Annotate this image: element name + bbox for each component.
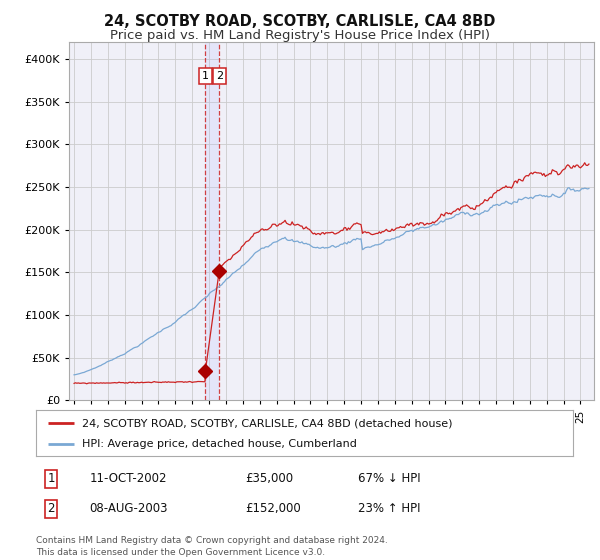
Text: 1: 1 — [202, 71, 209, 81]
Text: Contains HM Land Registry data © Crown copyright and database right 2024.: Contains HM Land Registry data © Crown c… — [36, 536, 388, 545]
Text: 11-OCT-2002: 11-OCT-2002 — [90, 472, 167, 485]
Text: 2: 2 — [215, 71, 223, 81]
Text: This data is licensed under the Open Government Licence v3.0.: This data is licensed under the Open Gov… — [36, 548, 325, 557]
Text: £35,000: £35,000 — [245, 472, 293, 485]
Text: 67% ↓ HPI: 67% ↓ HPI — [358, 472, 421, 485]
Text: 08-AUG-2003: 08-AUG-2003 — [90, 502, 168, 515]
Text: 2: 2 — [47, 502, 55, 515]
Text: £152,000: £152,000 — [245, 502, 301, 515]
Text: Price paid vs. HM Land Registry's House Price Index (HPI): Price paid vs. HM Land Registry's House … — [110, 29, 490, 42]
Text: 23% ↑ HPI: 23% ↑ HPI — [358, 502, 421, 515]
Text: HPI: Average price, detached house, Cumberland: HPI: Average price, detached house, Cumb… — [82, 438, 356, 449]
Text: 24, SCOTBY ROAD, SCOTBY, CARLISLE, CA4 8BD (detached house): 24, SCOTBY ROAD, SCOTBY, CARLISLE, CA4 8… — [82, 418, 452, 428]
Text: 1: 1 — [47, 472, 55, 485]
Text: 24, SCOTBY ROAD, SCOTBY, CARLISLE, CA4 8BD: 24, SCOTBY ROAD, SCOTBY, CARLISLE, CA4 8… — [104, 14, 496, 29]
Bar — [205, 42, 219, 400]
